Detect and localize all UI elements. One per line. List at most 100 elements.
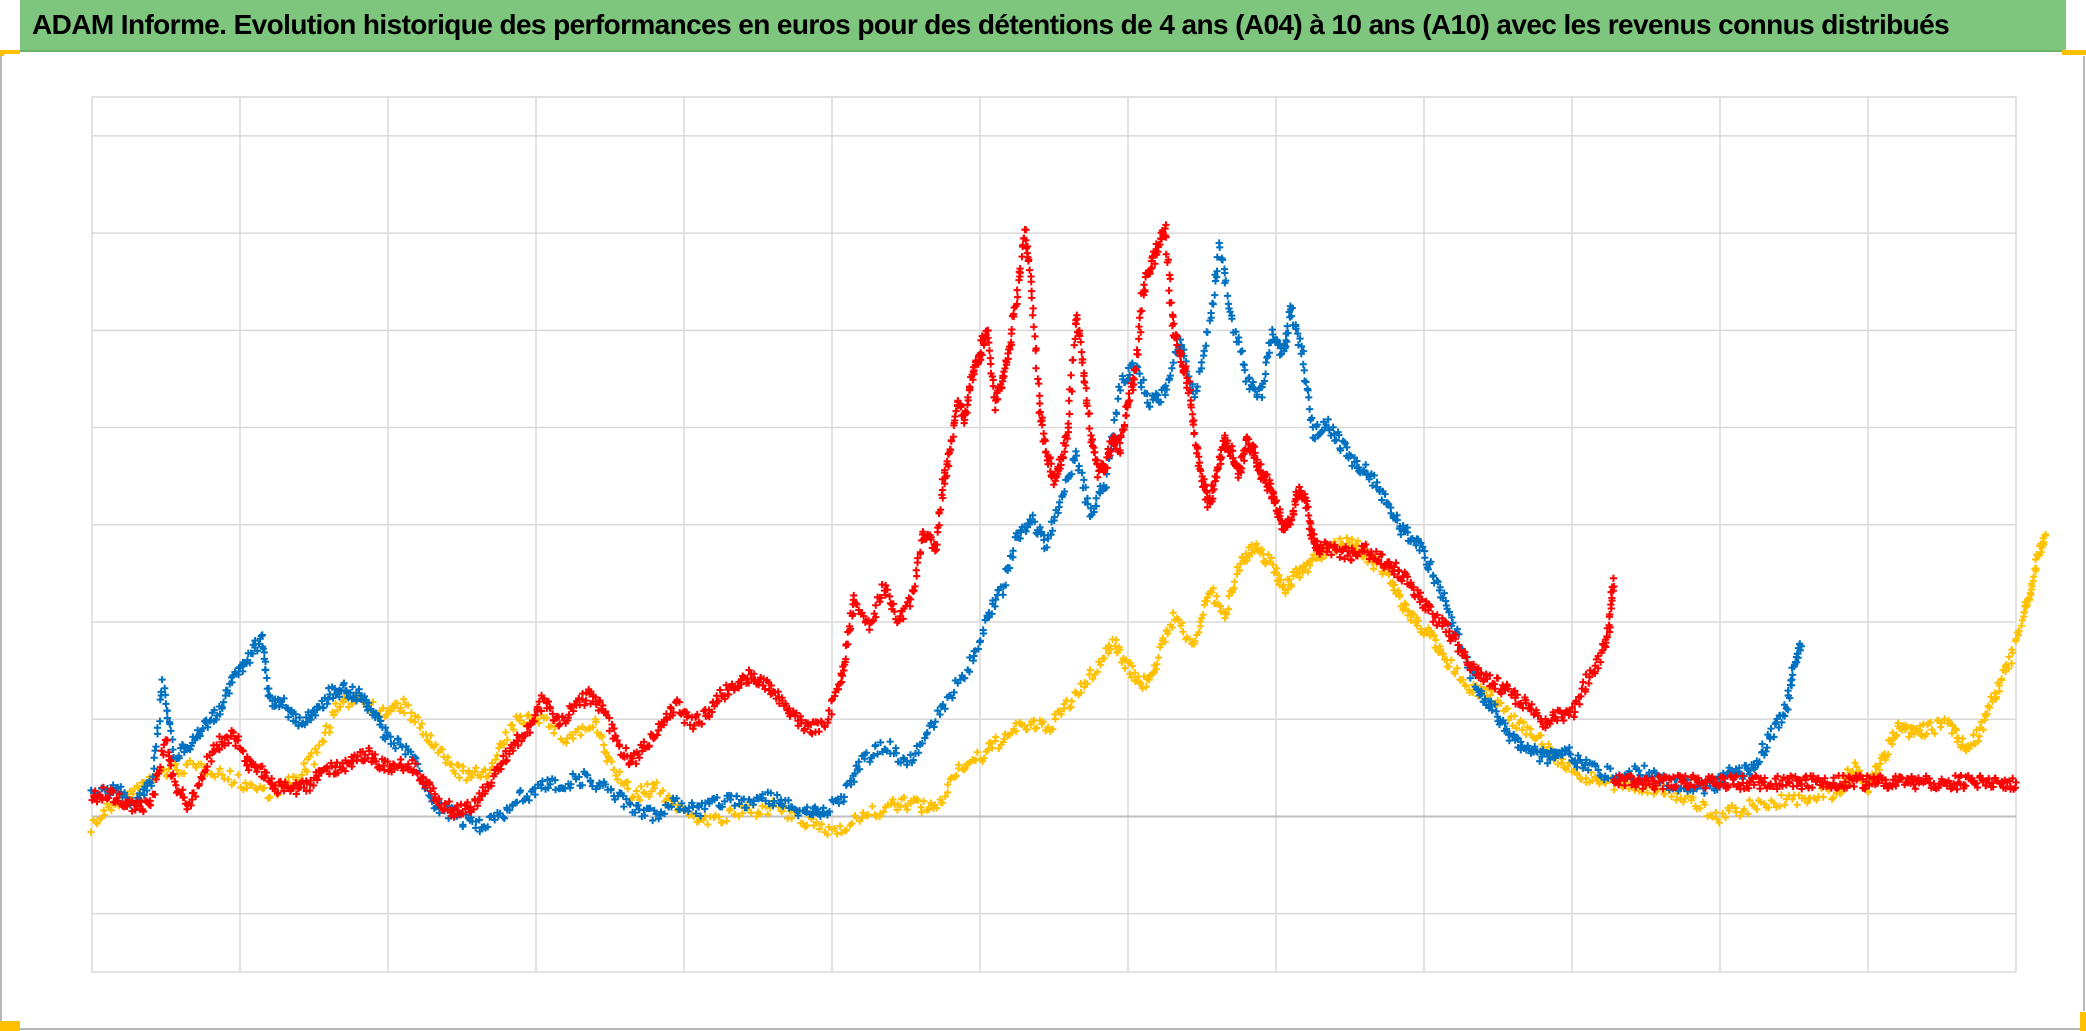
- data-point: [1304, 568, 1312, 576]
- data-point: [988, 744, 996, 752]
- data-point: [239, 667, 247, 675]
- data-point: [169, 745, 177, 754]
- data-point: [1051, 715, 1059, 723]
- data-point: [1369, 565, 1378, 573]
- data-point: [1169, 609, 1177, 617]
- data-point: [592, 718, 600, 726]
- data-point: [163, 706, 171, 715]
- data-point: [224, 775, 232, 783]
- data-point: [407, 748, 415, 756]
- data-point: [1405, 607, 1413, 615]
- data-point: [1848, 767, 1857, 776]
- data-point: [941, 792, 949, 801]
- data-point: [1195, 628, 1203, 636]
- data-point: [1745, 796, 1754, 804]
- data-point: [218, 704, 226, 713]
- data-point: [365, 699, 373, 707]
- data-point: [995, 744, 1003, 753]
- data-point: [319, 704, 328, 712]
- data-point: [1115, 383, 1123, 391]
- data-point: [1236, 560, 1245, 568]
- data-point: [258, 631, 266, 639]
- data-point: [742, 804, 750, 812]
- data-point: [1941, 715, 1949, 723]
- data-point: [933, 804, 941, 812]
- data-point: [1035, 392, 1044, 400]
- data-point: [984, 746, 992, 754]
- data-point: [1643, 789, 1652, 797]
- data-point: [616, 768, 624, 776]
- data-point: [1012, 727, 1020, 735]
- data-point: [747, 809, 755, 817]
- data-point: [886, 737, 894, 746]
- data-point: [416, 724, 424, 732]
- data-point: [92, 818, 100, 827]
- data-point: [920, 797, 928, 805]
- data-point: [173, 766, 181, 774]
- data-point: [664, 792, 673, 800]
- data-point: [175, 754, 183, 762]
- data-point: [991, 602, 999, 610]
- data-point: [699, 816, 708, 824]
- data-point: [1763, 744, 1771, 752]
- data-point: [1310, 550, 1318, 559]
- data-point: [1114, 395, 1122, 403]
- data-point: [210, 706, 218, 714]
- data-point: [141, 782, 149, 791]
- data-point: [1302, 378, 1310, 386]
- data-point: [2015, 627, 2023, 635]
- data-point: [1013, 293, 1022, 301]
- data-point: [1884, 750, 1892, 758]
- data-point: [1414, 617, 1423, 625]
- data-point: [475, 816, 483, 824]
- data-point: [652, 810, 660, 818]
- data-point: [999, 591, 1007, 599]
- data-point: [972, 756, 980, 764]
- data-point: [1719, 809, 1727, 818]
- data-point: [1224, 605, 1233, 613]
- data-point: [472, 764, 480, 772]
- data-point: [1073, 315, 1081, 323]
- data-point: [1998, 675, 2006, 683]
- data-point: [2042, 530, 2050, 539]
- data-point: [608, 758, 616, 766]
- data-point: [941, 705, 949, 713]
- data-point: [1712, 808, 1720, 817]
- data-point: [831, 824, 839, 833]
- data-point: [331, 699, 340, 708]
- data-point: [169, 735, 177, 744]
- data-point: [1267, 554, 1276, 562]
- data-point: [930, 723, 938, 731]
- data-point: [910, 586, 918, 595]
- data-point: [551, 776, 559, 784]
- data-point: [186, 745, 194, 754]
- data-point: [1563, 762, 1572, 771]
- data-point: [589, 723, 597, 731]
- data-point: [163, 714, 171, 722]
- data-point: [1021, 722, 1029, 730]
- data-point: [180, 769, 188, 778]
- data-point: [1305, 393, 1313, 401]
- data-point: [284, 704, 292, 713]
- data-point: [246, 659, 254, 667]
- data-point: [1023, 725, 1031, 734]
- data-point: [204, 723, 212, 731]
- data-point: [2039, 541, 2048, 549]
- data-point: [1064, 420, 1072, 428]
- data-point: [1354, 537, 1362, 545]
- data-point: [502, 728, 510, 736]
- data-point: [1013, 286, 1021, 294]
- data-point: [101, 811, 109, 819]
- data-point: [673, 794, 681, 803]
- data-point: [980, 754, 988, 762]
- data-point: [1689, 793, 1697, 802]
- data-point: [1066, 704, 1074, 712]
- data-point: [1030, 323, 1038, 331]
- data-point: [906, 751, 915, 759]
- data-point: [379, 704, 387, 712]
- data-point: [918, 808, 926, 816]
- data-point: [1829, 793, 1838, 802]
- data-point: [750, 797, 758, 805]
- data-point: [955, 761, 963, 769]
- data-point: [1931, 729, 1939, 738]
